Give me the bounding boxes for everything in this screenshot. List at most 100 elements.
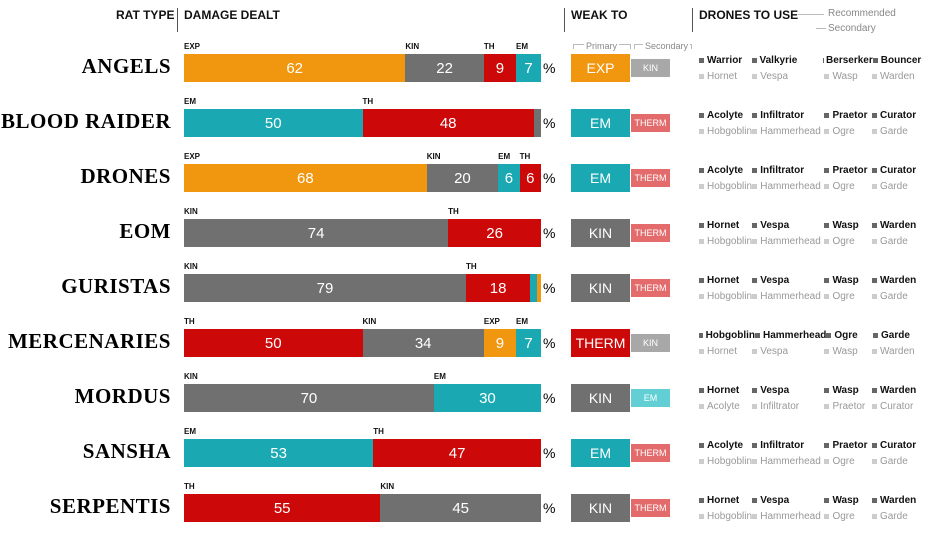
segment-type-label: EM — [516, 42, 528, 51]
drone-list: Hornet Vespa Wasp Warden Acolyte Infiltrator P… — [699, 382, 929, 414]
segment-type-label: TH — [373, 427, 384, 436]
rat-row: SANSHA 53 EM 47 TH% EM THERM Acolyte Infiltrator… — [0, 425, 929, 480]
drone-name: Ogre — [832, 290, 855, 302]
primary-weakness: THERM — [571, 329, 630, 357]
secondary-drone-line: Hornet Vespa Wasp Warden — [699, 68, 929, 84]
drone-bullet — [699, 183, 704, 189]
recommended-drone: Warrior — [699, 55, 752, 66]
drone-bullet — [871, 112, 877, 118]
primary-weakness: EXP — [571, 54, 630, 82]
drone-name: Warden — [879, 70, 915, 82]
primary-note: Primary — [584, 41, 619, 51]
recommended-drone: Acolyte — [699, 110, 752, 121]
secondary-weakness: KIN — [631, 334, 670, 352]
rat-name: SERPENTIS — [49, 494, 171, 518]
drone-name: Hobgoblin — [707, 510, 753, 522]
damage-segment: 70 — [184, 384, 434, 412]
rat-type-divider — [177, 8, 178, 32]
drone-bullet — [824, 73, 830, 79]
drone-name: Curator — [879, 164, 917, 176]
drone-bullet — [699, 73, 704, 79]
drone-bullet — [699, 403, 704, 409]
secondary-drone: Ogre — [824, 236, 872, 247]
rat-name: EOM — [119, 219, 171, 243]
percent-sign: % — [543, 280, 556, 296]
secondary-drone: Acolyte — [699, 401, 752, 412]
damage-segment — [537, 274, 541, 302]
secondary-weakness: THERM — [631, 444, 670, 462]
primary-weakness: EM — [571, 439, 630, 467]
primary-weakness: KIN — [571, 494, 630, 522]
drone-name: Garde — [879, 235, 908, 247]
drone-name: Hornet — [707, 494, 740, 506]
damage-segment: 55 — [184, 494, 381, 522]
recommended-drone: Vespa — [752, 495, 824, 506]
rat-name: ANGELS — [81, 54, 171, 78]
drone-name: Wasp — [832, 70, 858, 82]
secondary-leader — [816, 28, 826, 29]
percent-sign: % — [543, 445, 556, 461]
recommended-drone: Berserker — [822, 54, 873, 66]
secondary-drone: Hammerhead — [752, 181, 824, 192]
segment-type-label: EXP — [483, 317, 500, 326]
drone-bullet — [755, 332, 760, 338]
secondary-drone: Hammerhead — [752, 236, 824, 247]
drone-bullet — [872, 57, 878, 63]
drone-name: Valkyrie — [759, 54, 798, 66]
recommended-drone: Curator — [871, 110, 929, 121]
recommended-drone-line: Acolyte Infiltrator Praetor Curator — [699, 107, 929, 123]
secondary-drone-line: Hobgoblin Hammerhead Ogre Garde — [699, 178, 929, 194]
drone-bullet — [824, 277, 830, 283]
secondary-drone: Hobgoblin — [699, 456, 752, 467]
secondary-drone: Hammerhead — [752, 126, 824, 137]
segment-type-label: TH — [448, 207, 459, 216]
recommended-drone: Wasp — [824, 220, 872, 231]
drone-bullet — [871, 513, 877, 519]
drone-bullet — [699, 112, 704, 118]
damage-segment: 20 — [426, 164, 499, 192]
damage-segment: 6 — [498, 164, 520, 192]
drone-name: Vespa — [760, 494, 790, 506]
drone-name: Vespa — [760, 274, 790, 286]
percent-sign: % — [543, 115, 556, 131]
segment-type-label: EXP — [184, 152, 201, 161]
drone-bullet — [824, 112, 830, 118]
secondary-drone: Hobgoblin — [699, 511, 752, 522]
rat-name: MORDUS — [74, 384, 171, 408]
drone-bullet — [699, 513, 704, 519]
drone-bullet — [752, 403, 758, 409]
drone-name: Vespa — [760, 219, 790, 231]
recommended-drone-line: Hornet Vespa Wasp Warden — [699, 217, 929, 233]
drone-bullet — [871, 73, 877, 79]
rat-row: MORDUS 70 KIN 30 EM% KIN EM Hornet Vespa Wasp Ward… — [0, 370, 929, 425]
recommended-drone-line: Warrior Valkyrie Berserker Bouncer — [699, 52, 929, 68]
drone-name: Acolyte — [707, 109, 744, 121]
drone-name: Ogre — [832, 180, 855, 192]
drone-name: Infiltrator — [760, 400, 800, 412]
drone-bullet — [871, 183, 877, 189]
drone-name: Garde — [879, 510, 908, 522]
secondary-weakness: THERM — [631, 169, 670, 187]
drone-name: Hornet — [707, 70, 738, 82]
secondary-drone: Wasp — [824, 346, 872, 357]
recommended-drone: Praetor — [824, 165, 872, 176]
damage-segment: 9 — [483, 329, 516, 357]
damage-segment: 62 — [184, 54, 406, 82]
damage-segment: 48 — [362, 109, 534, 137]
drone-bullet — [873, 332, 879, 338]
drone-name: Ogre — [832, 510, 855, 522]
drone-name: Warden — [879, 345, 915, 357]
drone-name: Garde — [879, 290, 908, 302]
drone-bullet — [699, 167, 704, 173]
drone-name: Hammerhead — [760, 125, 821, 137]
drone-bullet — [824, 128, 830, 134]
drone-bullet — [699, 57, 704, 63]
recommended-drone: Hornet — [699, 275, 752, 286]
secondary-drone: Garde — [871, 181, 929, 192]
secondary-bracket-note: Secondary — [643, 41, 691, 51]
drone-name: Garde — [879, 455, 908, 467]
drone-name: Berserker — [826, 54, 873, 66]
recommended-drone-line: Hobgoblin Hammerhead Ogre Garde — [699, 327, 929, 343]
drone-name: Hobgoblin — [707, 455, 753, 467]
drone-name: Acolyte — [707, 164, 744, 176]
